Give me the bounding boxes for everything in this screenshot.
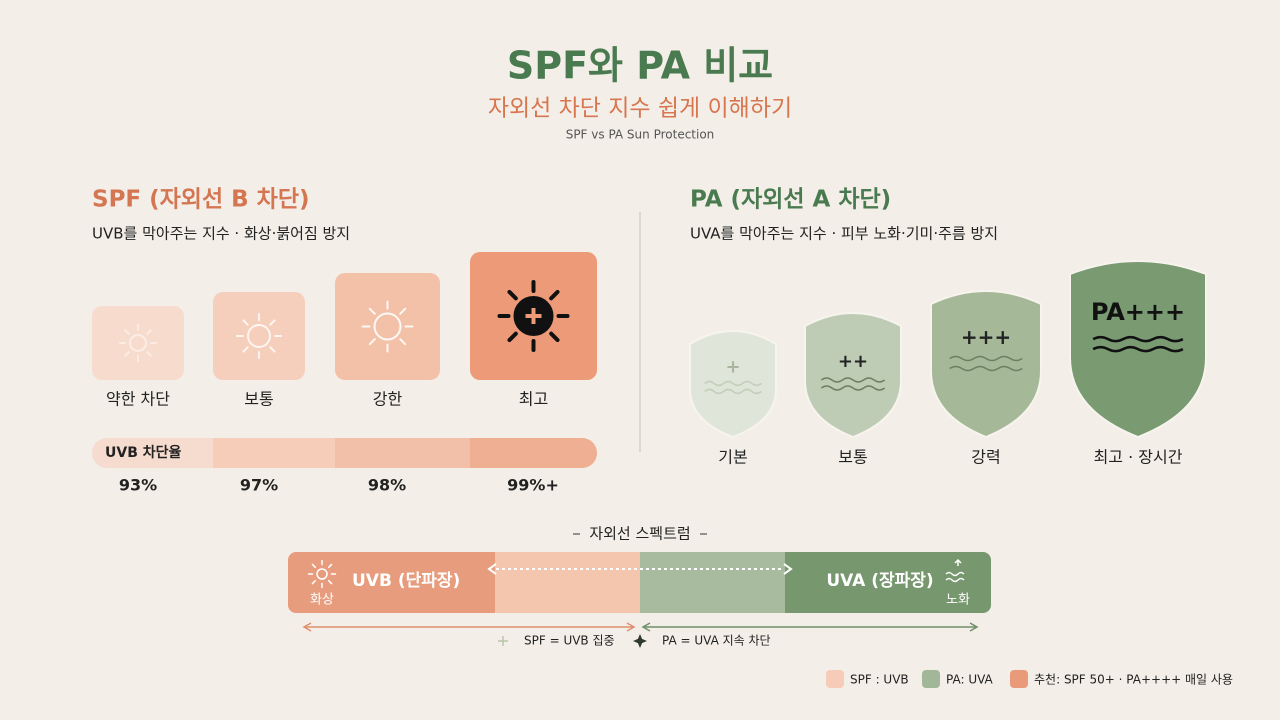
legend-label: PA: UVA	[946, 673, 994, 687]
pa-mark: +	[725, 356, 740, 377]
pa-wave	[820, 377, 886, 383]
uva-icon-label: 노화	[946, 593, 970, 608]
caption: SPF vs PA Sun Protection	[566, 128, 715, 142]
sun-ray	[311, 579, 317, 585]
pa-mark: PA+++	[1091, 298, 1185, 326]
sun-ray	[549, 331, 560, 343]
pa-shield	[804, 312, 902, 439]
pa-level-label: 최고 · 장시간	[1094, 448, 1183, 467]
pa-wave	[704, 388, 762, 395]
pa-wave	[704, 380, 762, 387]
sun-ray	[507, 331, 518, 343]
sun-ray	[327, 563, 333, 569]
rate-segment	[335, 438, 470, 468]
pa-wave	[820, 385, 886, 391]
pa-wave	[1092, 335, 1184, 343]
rate-segment	[470, 438, 597, 468]
sun-icon	[236, 313, 282, 359]
pa-wave	[949, 355, 1023, 362]
pa-wave	[1092, 345, 1184, 353]
sun-ray	[368, 338, 376, 346]
spf-level-label: 최고	[519, 390, 548, 409]
subtitle: 자외선 차단 지수 쉽게 이해하기	[488, 96, 792, 122]
spf-level-label: 보통	[244, 390, 273, 409]
legend-swatch	[1010, 670, 1028, 688]
pa-mark: +++	[961, 325, 1011, 349]
arrow-heads	[641, 622, 979, 632]
pa-level-label: 기본	[718, 448, 747, 467]
uva-band	[785, 552, 991, 613]
sun-ray	[146, 351, 152, 357]
sun-ray	[269, 319, 276, 326]
sun-ray	[507, 289, 518, 301]
note-icon	[498, 636, 508, 646]
sun-ray	[146, 329, 152, 335]
legend-swatch	[922, 670, 940, 688]
uva-fade	[640, 552, 785, 613]
sun-ray	[311, 563, 317, 569]
pa-heading: PA (자외선 A 차단)	[690, 187, 891, 213]
legend-label: 추천: SPF 50+ · PA++++ 매일 사용	[1034, 672, 1233, 687]
legend-label: SPF : UVB	[850, 673, 909, 687]
spf-rate: 93%	[119, 476, 157, 495]
spf-level-label: 강한	[373, 390, 403, 409]
sun-core	[316, 568, 328, 580]
sun-core	[513, 296, 554, 336]
legend-swatch	[826, 670, 844, 688]
uvb-label: UVB (단파장)	[352, 571, 460, 591]
sun-icon	[361, 300, 414, 353]
uvb-icon-label: 화상	[310, 593, 334, 608]
sun-ray	[242, 346, 249, 353]
spf-description: UVB를 막아주는 지수 · 화상·붉어짐 방지	[92, 225, 350, 243]
sun-ray	[269, 346, 276, 353]
sun-core	[373, 312, 402, 341]
uvb-band	[288, 552, 495, 613]
sun-ray	[368, 307, 376, 315]
uva-label: UVA (장파장)	[826, 571, 933, 591]
spf-rate: 97%	[240, 476, 278, 495]
sun-ray	[327, 579, 333, 585]
spf-tile	[213, 292, 305, 380]
arrow-heads	[487, 563, 793, 575]
note: SPF = UVB 집중	[524, 634, 615, 648]
note-icon	[633, 634, 647, 648]
spf-tile	[335, 273, 440, 380]
sun-ray	[549, 289, 560, 301]
pa-description: UVA를 막아주는 지수 · 피부 노화·기미·주름 방지	[690, 225, 998, 243]
sun-icon	[119, 324, 157, 362]
spf-rate: 99%+	[507, 476, 559, 495]
sun-icon	[307, 559, 337, 589]
sun-ray	[242, 319, 249, 326]
uvb-fade	[495, 552, 640, 613]
pa-wave	[949, 365, 1023, 372]
pa-mark: ++	[838, 351, 868, 372]
sun-core	[129, 334, 147, 352]
title: SPF와 PA 비교	[507, 44, 773, 88]
sun-ray	[399, 307, 407, 315]
spf-rate: 98%	[368, 476, 406, 495]
rate-label: UVB 차단율	[105, 444, 182, 461]
spf-tile	[92, 306, 184, 380]
pa-shield	[930, 290, 1042, 439]
plus	[525, 308, 542, 324]
sun-ray	[124, 351, 130, 357]
spf-level-label: 약한 차단	[106, 390, 170, 409]
rate-segment	[213, 438, 335, 468]
sun-icon	[497, 280, 570, 352]
note: PA = UVA 지속 차단	[662, 634, 771, 648]
pa-level-label: 강력	[971, 448, 1000, 467]
sun-ray	[399, 338, 407, 346]
wave-icon	[945, 558, 965, 583]
spectrum-title: 자외선 스펙트럼	[589, 525, 690, 543]
pa-level-label: 보통	[838, 448, 867, 467]
spf-heading: SPF (자외선 B 차단)	[92, 187, 310, 213]
sun-ray	[124, 329, 130, 335]
sun-core	[247, 324, 271, 348]
arrow-heads	[302, 622, 636, 632]
